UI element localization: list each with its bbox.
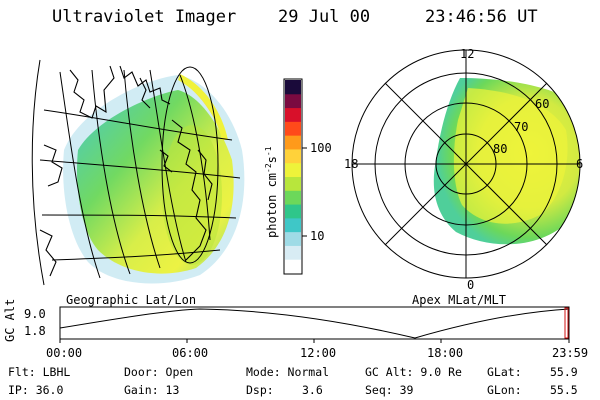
mode-info: Mode: Normal xyxy=(246,365,330,379)
mlt-label-12: 12 xyxy=(460,47,475,61)
xtick-3: 18:00 xyxy=(427,346,464,360)
time-label: 23:46:56 UT xyxy=(425,7,538,27)
polar-panel-label: Apex MLat/MLT xyxy=(412,293,506,307)
colorbar-segment xyxy=(285,107,301,122)
glat-value: 55.9 xyxy=(550,365,578,379)
instrument-title: Ultraviolet Imager xyxy=(52,7,237,27)
dsp-label: Dsp: xyxy=(246,383,274,397)
colorbar xyxy=(283,78,307,275)
colorbar-segment xyxy=(285,245,301,260)
altitude-ytick-top: 9.0 xyxy=(24,307,46,321)
xtick-4: 23:59 xyxy=(552,346,589,360)
filter-info: Flt: LBHL xyxy=(8,365,71,379)
glon-value: 55.5 xyxy=(550,383,578,397)
altitude-plot xyxy=(59,306,570,343)
xtick-2: 12:00 xyxy=(300,346,337,360)
colorbar-segment xyxy=(285,190,301,205)
colorbar-unit-label: photon cm-2s-1 xyxy=(264,146,279,238)
gc-alt-info: GC Alt: 9.0 Re xyxy=(365,365,462,379)
colorbar-segment xyxy=(285,231,301,246)
colorbar-segment xyxy=(285,162,301,177)
xtick-1: 06:00 xyxy=(172,346,209,360)
glat-label: GLat: xyxy=(487,365,522,379)
colorbar-segment xyxy=(285,135,301,150)
colorbar-tick-10: 10 xyxy=(310,229,325,243)
altitude-ytick-bottom: 1.8 xyxy=(24,324,46,338)
polar-plot xyxy=(351,49,581,279)
colorbar-segment xyxy=(285,217,301,233)
colorbar-segment xyxy=(285,93,301,109)
glon-label: GLon: xyxy=(487,383,522,397)
door-info: Door: Open xyxy=(124,365,194,379)
xtick-0: 00:00 xyxy=(46,346,83,360)
mlt-label-6: 6 xyxy=(576,157,584,171)
mlat-label-70: 70 xyxy=(514,120,529,134)
mlt-label-0: 0 xyxy=(467,278,475,292)
colorbar-segment xyxy=(285,121,301,136)
dsp-value: 3.6 xyxy=(302,383,323,397)
date-label: 29 Jul 00 xyxy=(278,7,371,27)
colorbar-segment xyxy=(285,259,301,274)
gain-info: Gain: 13 xyxy=(124,383,180,397)
colorbar-segment xyxy=(285,176,301,191)
colorbar-segment xyxy=(285,148,301,164)
mlat-label-80: 80 xyxy=(493,142,508,156)
colorbar-tick-100: 100 xyxy=(310,141,332,155)
ip-info: IP: 36.0 xyxy=(8,383,64,397)
colorbar-segment xyxy=(285,80,301,95)
colorbar-segment xyxy=(285,204,301,219)
geo-panel-label: Geographic Lat/Lon xyxy=(66,293,197,307)
seq-info: Seq: 39 xyxy=(365,383,414,397)
geographic-map xyxy=(31,59,245,286)
mlt-label-18: 18 xyxy=(344,157,359,171)
altitude-ylabel: GC Alt xyxy=(3,298,17,342)
mlat-label-60: 60 xyxy=(535,97,550,111)
